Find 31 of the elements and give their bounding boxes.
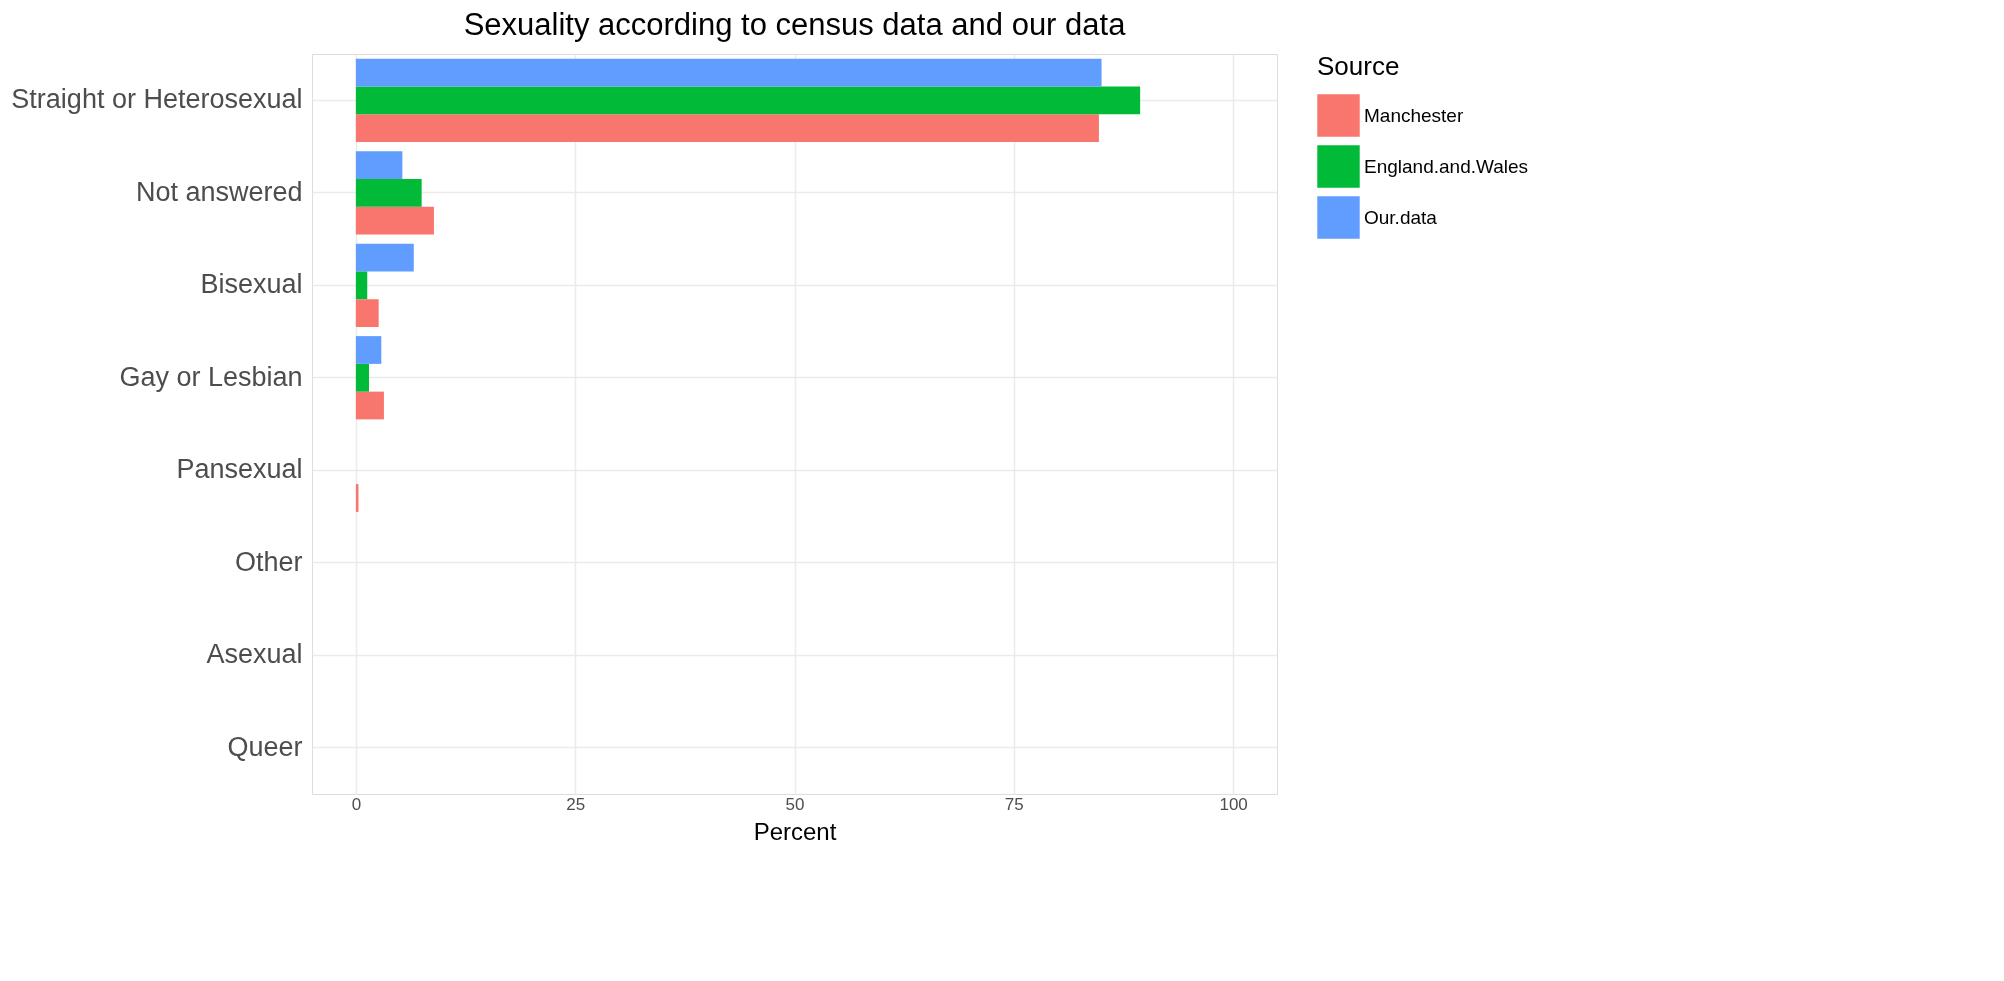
y-tick-label: Pansexual — [176, 454, 303, 485]
bar — [355, 86, 1141, 115]
x-tick-label: 0 — [351, 794, 362, 814]
x-tick-label: 75 — [1004, 794, 1024, 814]
bar — [355, 58, 1102, 87]
bar — [355, 178, 422, 207]
chart-title: Sexuality according to census data and our data — [463, 7, 1127, 42]
x-tick-label: 100 — [1219, 794, 1248, 814]
bar — [355, 206, 434, 235]
y-tick-label: Straight or Heterosexual — [11, 84, 303, 115]
bar — [355, 243, 414, 272]
y-tick-label: Asexual — [206, 639, 303, 670]
bar — [355, 391, 384, 420]
legend-label: Our.data — [1364, 206, 1438, 228]
legend-title: Source — [1317, 51, 1400, 81]
legend-label: England.and.Wales — [1364, 155, 1529, 177]
bar — [355, 114, 1099, 142]
y-tick-label: Bisexual — [200, 269, 303, 300]
x-tick-label: 50 — [785, 794, 805, 814]
y-tick-label: Queer — [227, 731, 303, 762]
x-tick-label: 25 — [566, 794, 586, 814]
bar — [355, 271, 368, 300]
bar — [355, 336, 382, 364]
bar — [355, 299, 379, 327]
y-tick-label: Not answered — [135, 176, 303, 207]
y-tick-label: Other — [234, 546, 303, 577]
y-tick-label: Gay or Lesbian — [119, 361, 303, 392]
x-axis-title: Percent — [753, 817, 837, 845]
legend-label: Manchester — [1364, 104, 1464, 126]
bar — [355, 151, 403, 179]
bar — [355, 363, 370, 392]
